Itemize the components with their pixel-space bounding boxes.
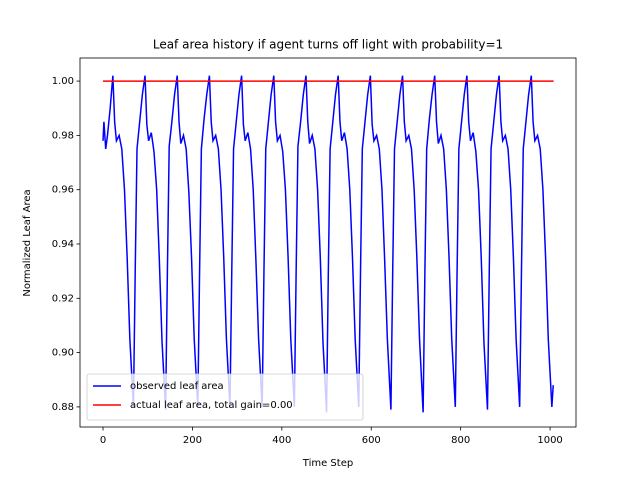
legend-label: observed leaf area [130, 381, 224, 392]
x-tick-label: 200 [183, 435, 202, 446]
data-line [102, 75, 554, 413]
y-tick-label: 0.98 [52, 130, 74, 141]
legend-box [86, 373, 364, 421]
x-axis-label: Time Step [302, 458, 353, 469]
y-tick-label: 0.92 [52, 293, 74, 304]
plot-frame [79, 57, 577, 428]
y-tick-label: 0.90 [52, 348, 74, 359]
y-tick-label: 0.94 [52, 239, 74, 250]
x-tick-label: 600 [362, 435, 381, 446]
y-axis-label: Normalized Leaf Area [22, 189, 33, 296]
y-tick-label: 0.88 [52, 402, 74, 413]
x-tick-label: 0 [100, 435, 106, 446]
x-tick-label: 1000 [537, 435, 562, 446]
chart-title: Leaf area history if agent turns off lig… [153, 38, 503, 52]
y-tick-label: 1.00 [52, 76, 74, 87]
x-tick-label: 400 [272, 435, 291, 446]
y-tick-label: 0.96 [52, 185, 74, 196]
legend: observed leaf area actual leaf area, tota… [86, 373, 364, 421]
x-tick-label: 800 [451, 435, 470, 446]
legend-label: actual leaf area, total gain=0.00 [130, 400, 293, 411]
